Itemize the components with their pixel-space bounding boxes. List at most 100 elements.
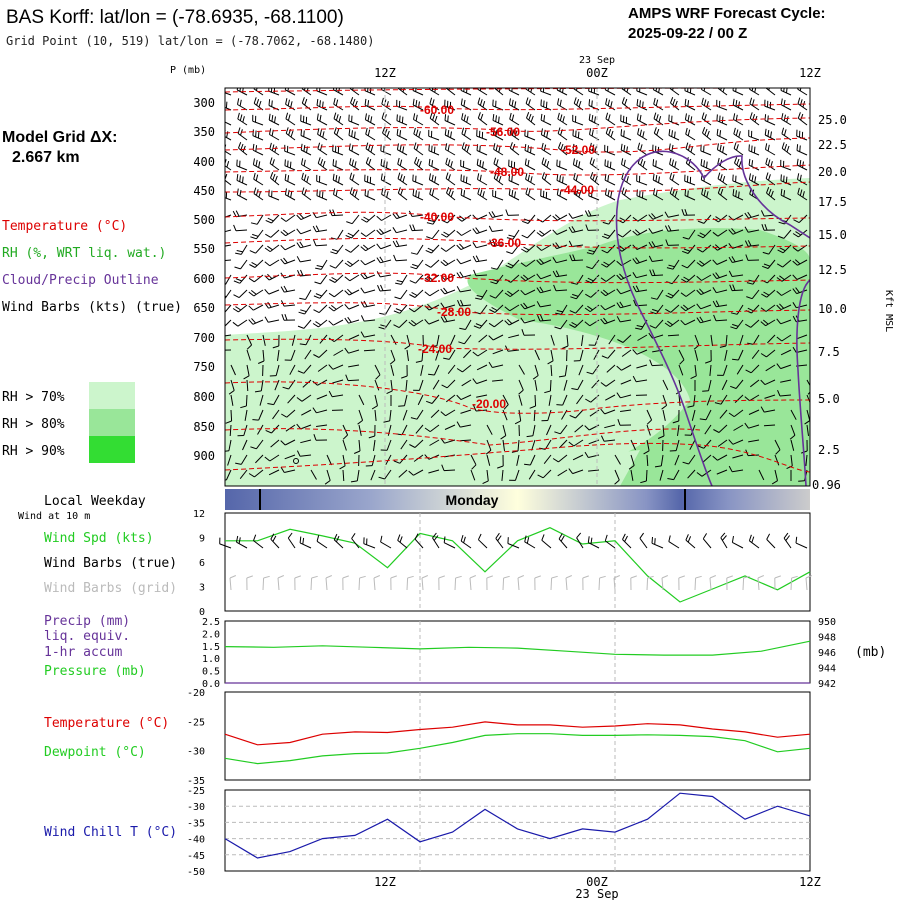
surface-wind-barb xyxy=(732,541,744,549)
grid-wind-barb-feather xyxy=(551,575,558,579)
upper-wind-barb-feather xyxy=(397,157,400,165)
upper-wind-barb xyxy=(662,394,668,406)
upper-wind-barb xyxy=(386,439,392,451)
upper-wind-barb-feather xyxy=(602,289,609,295)
upper-wind-barb xyxy=(572,244,584,247)
upper-wind-barb-feather xyxy=(775,449,781,455)
upper-wind-barb xyxy=(780,89,792,96)
upper-wind-barb-feather xyxy=(426,400,433,404)
surface-wind-barb xyxy=(558,538,568,549)
upper-wind-barb xyxy=(495,289,504,299)
upper-wind-barb-feather xyxy=(546,160,550,168)
upper-wind-barb-feather xyxy=(376,271,381,278)
upper-wind-barb xyxy=(238,289,248,298)
upper-wind-barb-feather xyxy=(527,145,529,152)
upper-wind-barb-feather xyxy=(744,240,749,247)
upper-wind-barb-feather xyxy=(607,114,611,121)
upper-wind-barb-feather xyxy=(712,259,718,265)
upper-wind-barb xyxy=(476,150,488,156)
upper-wind-barb xyxy=(230,409,233,422)
upper-wind-barb-feather xyxy=(712,273,717,279)
upper-wind-barb-feather xyxy=(396,143,399,150)
upper-wind-barb-feather xyxy=(412,189,415,196)
upper-wind-barb xyxy=(621,193,632,201)
upper-wind-barb xyxy=(718,214,728,223)
upper-wind-barb xyxy=(765,88,776,96)
upper-wind-barb-feather xyxy=(379,312,386,315)
wind-spd-label: Wind Spd (kts) xyxy=(44,531,154,546)
upper-wind-barb-feather xyxy=(399,174,403,181)
upper-wind-barb xyxy=(445,259,456,267)
upper-wind-barb-feather xyxy=(475,297,482,300)
upper-wind-barb-feather xyxy=(386,191,389,198)
upper-wind-barb xyxy=(540,259,552,266)
upper-wind-barb-feather xyxy=(591,144,595,151)
upper-wind-barb xyxy=(621,349,632,357)
upper-wind-barb-feather xyxy=(572,143,575,151)
upper-wind-barb-feather xyxy=(237,127,241,134)
upper-wind-barb xyxy=(779,394,792,397)
upper-wind-barb xyxy=(590,394,600,403)
main-y-left-ticks: 300 350 400 450 500 550 600 650 700 750 … xyxy=(193,96,215,463)
upper-wind-barb-feather xyxy=(639,114,642,122)
upper-wind-barb xyxy=(402,409,408,421)
surface-wind-barb-feather xyxy=(414,533,419,540)
upper-wind-barb-feather xyxy=(257,131,260,139)
upper-wind-barb-feather xyxy=(367,88,369,92)
upper-wind-barb-feather xyxy=(413,113,416,120)
chill-y-tick: -25 xyxy=(187,786,205,797)
upper-wind-barb xyxy=(796,349,808,353)
upper-wind-barb-feather xyxy=(315,321,322,326)
upper-wind-barb-feather xyxy=(623,130,625,137)
upper-wind-barb-feather xyxy=(235,210,240,217)
upper-wind-barb-feather xyxy=(492,239,496,246)
upper-wind-barb xyxy=(406,349,409,361)
upper-wind-barb xyxy=(684,104,696,111)
upper-wind-barb xyxy=(502,439,505,451)
upper-wind-barb-feather xyxy=(651,241,656,248)
upper-wind-barb-feather xyxy=(594,116,596,123)
upper-wind-barb-feather xyxy=(681,278,687,283)
upper-wind-barb-feather xyxy=(415,129,419,136)
upper-wind-barb xyxy=(390,334,397,345)
upper-wind-barb-feather xyxy=(393,310,400,314)
upper-wind-barb-feather xyxy=(523,246,530,251)
upper-wind-barb xyxy=(269,259,280,267)
upper-wind-barb xyxy=(274,379,280,391)
surface-wind-barb xyxy=(333,539,344,549)
upper-wind-barb xyxy=(492,195,504,201)
kft-msl-label: Kft MSL xyxy=(883,290,894,332)
upper-wind-barb xyxy=(720,394,728,405)
upper-wind-barb-feather xyxy=(472,351,479,357)
upper-wind-barb-feather xyxy=(797,187,800,195)
upper-wind-barb xyxy=(445,244,456,252)
upper-wind-barb-feather xyxy=(361,218,367,223)
upper-wind-barb xyxy=(560,304,568,315)
upper-wind-barb-feather xyxy=(459,327,466,330)
upper-wind-barb xyxy=(557,469,568,477)
upper-wind-barb-feather xyxy=(338,115,342,123)
upper-wind-barb xyxy=(317,119,328,126)
upper-wind-barb-feather xyxy=(264,316,269,323)
upper-wind-barb-feather xyxy=(252,233,259,237)
upper-wind-barb-feather xyxy=(491,211,496,218)
upper-wind-barb-feather xyxy=(393,254,397,261)
upper-wind-barb xyxy=(751,289,760,300)
upper-wind-barb xyxy=(571,259,584,262)
upper-wind-barb-feather xyxy=(456,258,462,265)
upper-wind-barb-feather xyxy=(424,454,430,460)
upper-wind-barb-feather xyxy=(240,405,247,409)
grid-wind-barb-feather xyxy=(246,575,253,579)
upper-wind-barb xyxy=(736,319,744,330)
upper-wind-barb xyxy=(549,379,552,392)
rtick-12-5: 12.5 xyxy=(818,263,847,277)
upper-wind-barb-feather xyxy=(648,332,653,339)
upper-wind-barb-feather xyxy=(639,144,643,151)
upper-wind-barb-feather xyxy=(715,272,720,278)
surface-wind-barb xyxy=(316,540,328,549)
upper-wind-barb xyxy=(333,304,344,312)
upper-wind-barb xyxy=(768,244,776,255)
upper-wind-barb xyxy=(630,469,634,481)
upper-wind-barb xyxy=(255,439,264,450)
upper-wind-barb-feather xyxy=(380,159,383,166)
